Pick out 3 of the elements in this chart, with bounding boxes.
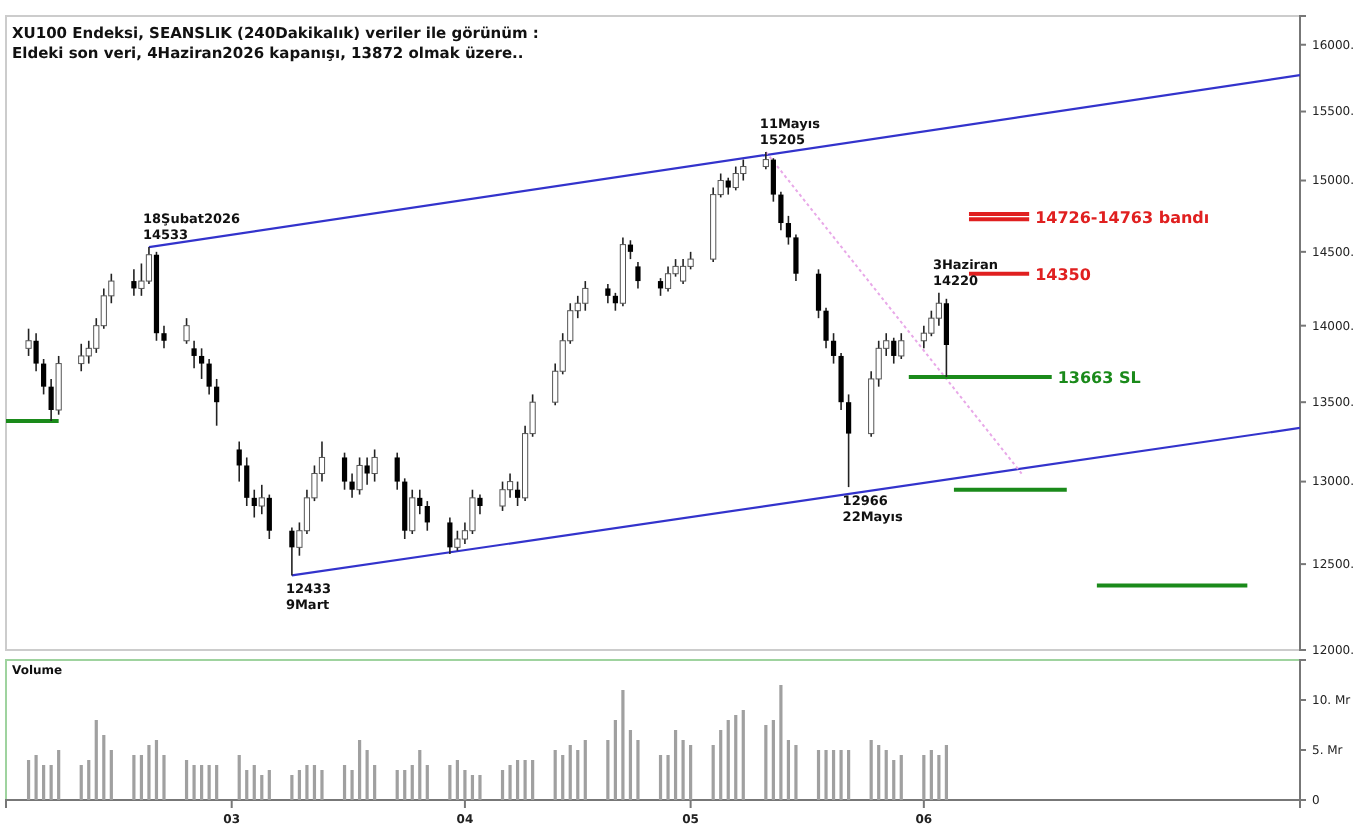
annotation: 13663 SL	[1057, 368, 1141, 387]
annotation: 14350	[1035, 265, 1092, 284]
annotation: 14726-14763 bandı	[1035, 208, 1210, 227]
